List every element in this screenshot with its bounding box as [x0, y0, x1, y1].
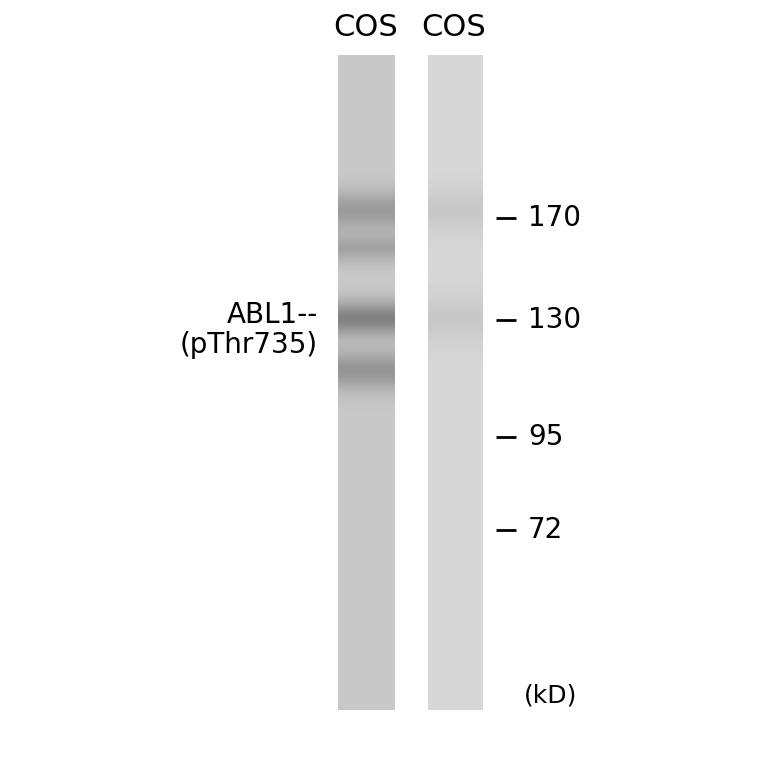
- Text: (kD): (kD): [524, 683, 578, 707]
- Text: 130: 130: [528, 306, 581, 334]
- Text: COS: COS: [422, 14, 487, 43]
- Text: COS: COS: [334, 14, 398, 43]
- Text: 170: 170: [528, 204, 581, 232]
- Text: 95: 95: [528, 423, 563, 451]
- Text: (pThr735): (pThr735): [180, 331, 318, 359]
- Text: 72: 72: [528, 516, 563, 544]
- Text: ABL1--: ABL1--: [227, 301, 318, 329]
